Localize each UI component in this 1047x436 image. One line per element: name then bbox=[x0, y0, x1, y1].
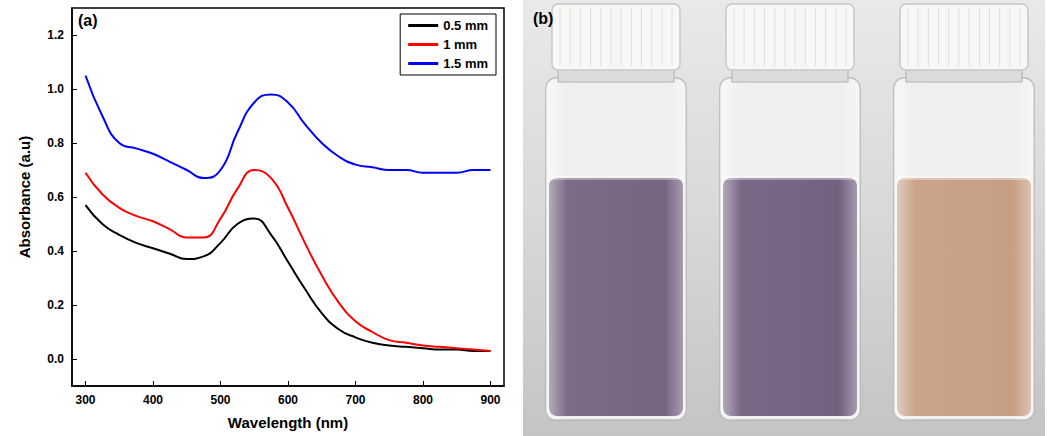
svg-text:0.5 mm: 0.5 mm bbox=[443, 18, 488, 33]
svg-text:0.0: 0.0 bbox=[47, 352, 64, 366]
svg-text:900: 900 bbox=[480, 393, 500, 407]
svg-text:400: 400 bbox=[143, 393, 163, 407]
svg-text:1.5 mm: 1.5 mm bbox=[443, 56, 488, 71]
svg-text:300: 300 bbox=[75, 393, 95, 407]
svg-text:Absorbance (a.u): Absorbance (a.u) bbox=[16, 136, 33, 259]
svg-text:600: 600 bbox=[278, 393, 298, 407]
svg-text:0.6: 0.6 bbox=[47, 190, 64, 204]
svg-text:1.2: 1.2 bbox=[47, 28, 64, 42]
svg-text:500: 500 bbox=[210, 393, 230, 407]
svg-text:700: 700 bbox=[345, 393, 365, 407]
svg-text:(a): (a) bbox=[78, 12, 98, 29]
svg-text:1 mm: 1 mm bbox=[443, 37, 477, 52]
svg-text:Wavelength (nm): Wavelength (nm) bbox=[228, 414, 348, 431]
svg-text:0.4: 0.4 bbox=[47, 244, 64, 258]
svg-text:1.0: 1.0 bbox=[47, 82, 64, 96]
svg-text:(b): (b) bbox=[533, 10, 553, 27]
svg-text:800: 800 bbox=[413, 393, 433, 407]
svg-text:0.8: 0.8 bbox=[47, 136, 64, 150]
svg-text:0.2: 0.2 bbox=[47, 298, 64, 312]
